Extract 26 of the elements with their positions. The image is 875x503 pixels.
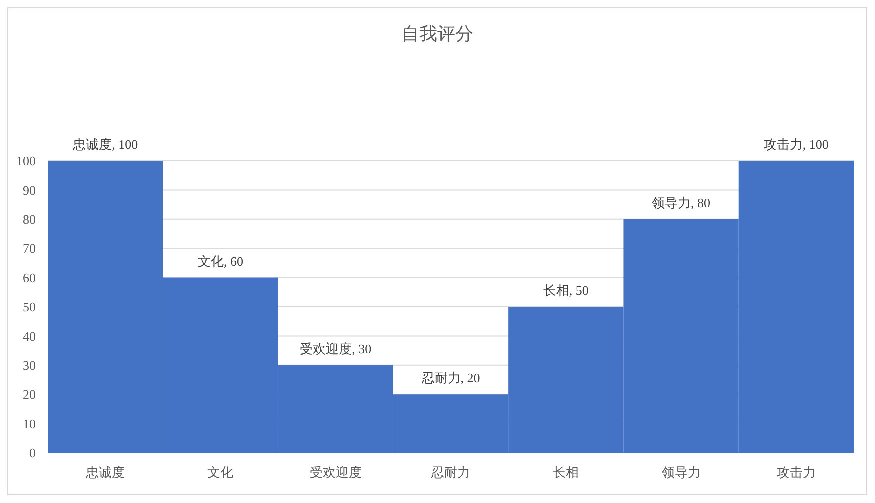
data-label: 文化, 60 [198,254,244,269]
data-label: 忠诚度, 100 [72,137,138,152]
x-tick-label: 忠诚度 [85,465,126,480]
data-label: 攻击力, 100 [764,137,829,152]
y-tick-label: 80 [23,212,36,227]
x-tick-label: 文化 [208,465,234,480]
x-tick-label: 领导力 [662,465,701,480]
y-tick-label: 10 [23,416,36,432]
data-label: 受欢迎度, 30 [300,341,372,356]
x-tick-label: 忍耐力 [430,465,470,480]
x-tick-label: 受欢迎度 [310,465,362,480]
data-label: 忍耐力, 20 [420,370,480,386]
y-tick-label: 30 [23,358,36,373]
y-tick-label: 50 [23,300,36,315]
y-tick-label: 70 [23,241,36,256]
data-label: 领导力, 80 [652,195,711,210]
y-tick-label: 60 [23,270,36,286]
x-tick-label: 攻击力 [776,465,816,480]
chart-title: 自我评分 [402,24,474,44]
x-tick-label: 长相 [553,465,580,480]
data-label: 长相, 50 [543,283,589,298]
y-tick-label: 100 [16,154,36,169]
y-tick-label: 20 [23,387,36,402]
y-tick-label: 40 [23,328,36,344]
y-tick-label: 0 [30,446,36,461]
y-tick-label: 90 [23,182,36,198]
